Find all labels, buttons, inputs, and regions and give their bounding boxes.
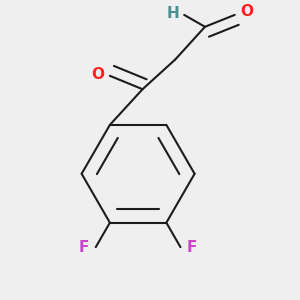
Text: F: F (187, 240, 197, 255)
Text: O: O (92, 67, 104, 82)
Text: H: H (167, 6, 180, 21)
Text: F: F (79, 240, 89, 255)
Text: O: O (241, 4, 254, 20)
